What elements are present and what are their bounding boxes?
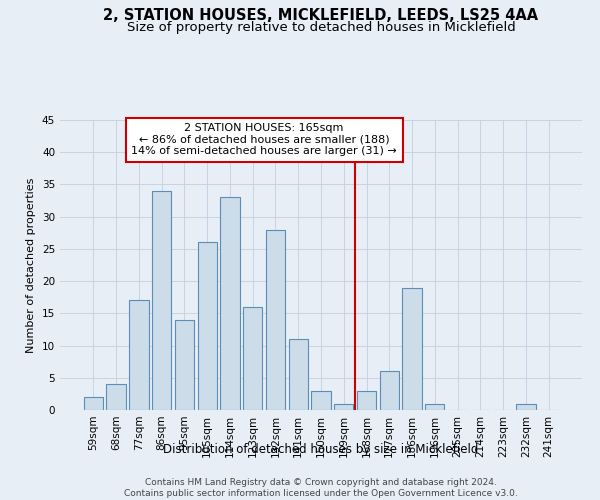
Bar — [243, 307, 262, 410]
Text: Contains HM Land Registry data © Crown copyright and database right 2024.
Contai: Contains HM Land Registry data © Crown c… — [124, 478, 518, 498]
Bar — [84, 397, 103, 410]
Bar — [220, 198, 239, 410]
Bar — [516, 404, 536, 410]
Bar — [175, 320, 194, 410]
Bar — [380, 372, 399, 410]
Bar — [334, 404, 353, 410]
Bar — [425, 404, 445, 410]
Bar — [152, 191, 172, 410]
Text: 2, STATION HOUSES, MICKLEFIELD, LEEDS, LS25 4AA: 2, STATION HOUSES, MICKLEFIELD, LEEDS, L… — [103, 8, 539, 22]
Bar — [129, 300, 149, 410]
Text: 2 STATION HOUSES: 165sqm
← 86% of detached houses are smaller (188)
14% of semi-: 2 STATION HOUSES: 165sqm ← 86% of detach… — [131, 123, 397, 156]
Y-axis label: Number of detached properties: Number of detached properties — [26, 178, 37, 352]
Bar — [403, 288, 422, 410]
Bar — [357, 390, 376, 410]
Bar — [106, 384, 126, 410]
Text: Size of property relative to detached houses in Micklefield: Size of property relative to detached ho… — [127, 21, 515, 34]
Text: Distribution of detached houses by size in Micklefield: Distribution of detached houses by size … — [163, 442, 479, 456]
Bar — [289, 339, 308, 410]
Bar — [197, 242, 217, 410]
Bar — [266, 230, 285, 410]
Bar — [311, 390, 331, 410]
